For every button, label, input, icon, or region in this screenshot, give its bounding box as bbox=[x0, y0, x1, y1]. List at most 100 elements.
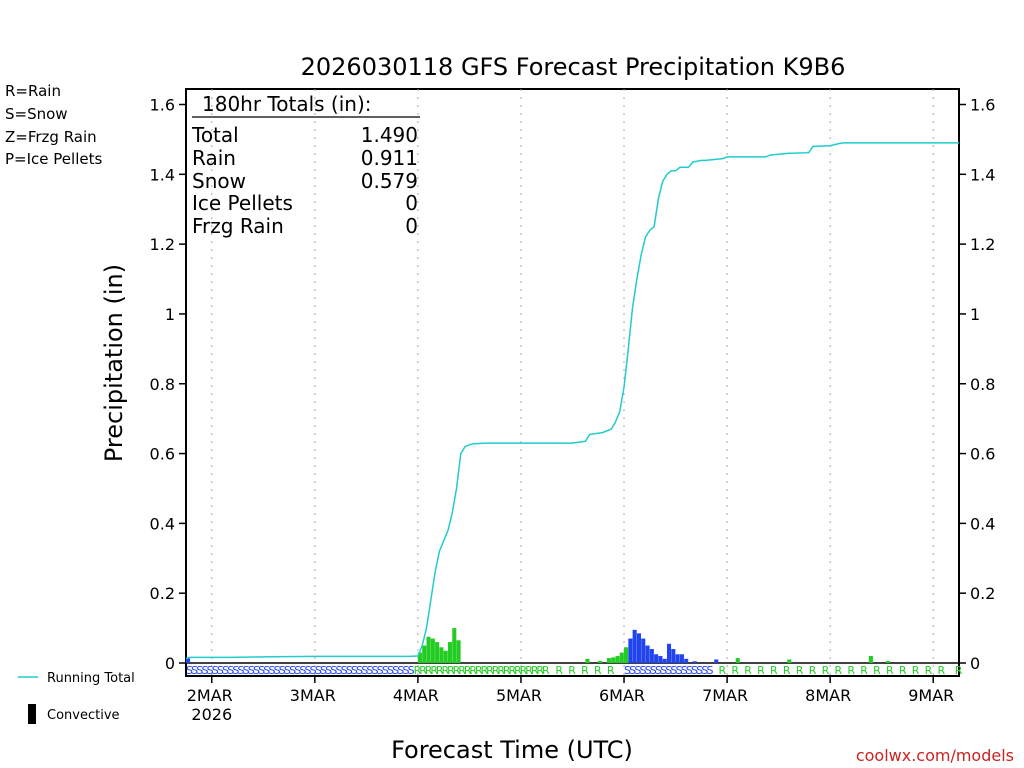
snow-ptype-letter: S bbox=[238, 664, 245, 677]
snow-ptype-letter: S bbox=[263, 664, 270, 677]
snow-ptype-letter: S bbox=[382, 664, 389, 677]
convective-legend-label: Convective bbox=[47, 708, 120, 723]
snow-bar bbox=[632, 629, 637, 663]
running-total-line bbox=[185, 142, 959, 660]
x-tick-label: 6MAR bbox=[599, 686, 645, 705]
snow-bar bbox=[684, 658, 689, 663]
y-tick-label-right: 0.8 bbox=[970, 375, 995, 394]
snow-bar bbox=[714, 659, 719, 663]
rain-bar bbox=[619, 652, 624, 663]
rain-ptype-letter: R bbox=[809, 664, 817, 677]
rain-ptype-letter: R bbox=[464, 664, 472, 677]
y-tick-label-left: 0.6 bbox=[150, 445, 175, 464]
y-tick-label-left: 0.2 bbox=[150, 584, 175, 603]
snow-ptype-letter: S bbox=[696, 664, 703, 677]
rain-ptype-letter: R bbox=[770, 664, 778, 677]
totals-snow-value: 0.579 bbox=[361, 169, 418, 193]
snow-bar bbox=[658, 656, 663, 663]
rain-ptype-letter: R bbox=[419, 664, 427, 677]
snow-ptype-letter: S bbox=[366, 664, 373, 677]
y-tick-label-right: 0 bbox=[970, 654, 980, 673]
snow-ptype-letter: S bbox=[686, 664, 693, 677]
snow-ptype-letter: S bbox=[186, 664, 193, 677]
rain-ptype-letter: R bbox=[453, 664, 461, 677]
precip-bars bbox=[186, 628, 891, 663]
rain-ptype-letter: R bbox=[520, 664, 528, 677]
legend-snow: S=Snow bbox=[5, 105, 68, 123]
rain-ptype-letter: R bbox=[581, 664, 589, 677]
snow-ptype-letter: S bbox=[191, 664, 198, 677]
rain-ptype-letter: R bbox=[475, 664, 483, 677]
rain-ptype-letter: R bbox=[442, 664, 450, 677]
x-tick-label: 8MAR bbox=[805, 686, 851, 705]
legend-rain: R=Rain bbox=[5, 82, 61, 100]
rain-ptype-letter: R bbox=[481, 664, 489, 677]
rain-ptype-letter: R bbox=[536, 664, 544, 677]
snow-bar bbox=[679, 654, 684, 663]
totals-frzg-value: 0 bbox=[405, 214, 418, 238]
rain-ptype-letter: R bbox=[886, 664, 894, 677]
convective-legend-swatch bbox=[28, 704, 36, 724]
y-tick-label-right: 1 bbox=[970, 305, 980, 324]
snow-ptype-letter: S bbox=[408, 664, 415, 677]
totals-snow-label: Snow bbox=[192, 169, 246, 193]
snow-ptype-letter: S bbox=[325, 664, 332, 677]
snow-ptype-letter: S bbox=[629, 664, 636, 677]
rain-ptype-letter: R bbox=[469, 664, 477, 677]
rain-ptype-letter: R bbox=[912, 664, 920, 677]
snow-ptype-letter: S bbox=[253, 664, 260, 677]
rain-bar bbox=[735, 658, 740, 663]
rain-bar bbox=[598, 660, 603, 663]
snow-ptype-letter: S bbox=[706, 664, 713, 677]
rain-ptype-letter: R bbox=[744, 664, 752, 677]
rain-bar bbox=[426, 636, 431, 663]
snow-ptype-letter: S bbox=[351, 664, 358, 677]
snow-ptype-letter: S bbox=[402, 664, 409, 677]
chart-title: 2026030118 GFS Forecast Precipitation K9… bbox=[301, 53, 846, 81]
snow-ptype-letter: S bbox=[299, 664, 306, 677]
y-tick-label-left: 1.6 bbox=[150, 96, 175, 115]
rain-ptype-letter: R bbox=[414, 664, 422, 677]
y-tick-label-left: 0 bbox=[165, 654, 175, 673]
x-tick-label: 3MAR bbox=[290, 686, 336, 705]
snow-bar bbox=[645, 645, 650, 663]
snow-ptype-letter: S bbox=[392, 664, 399, 677]
snow-ptype-letter: S bbox=[650, 664, 657, 677]
snow-ptype-letter: S bbox=[268, 664, 275, 677]
rain-ptype-letter: R bbox=[796, 664, 804, 677]
x-axis-title: Forecast Time (UTC) bbox=[391, 736, 633, 764]
rain-ptype-letter: R bbox=[425, 664, 433, 677]
x-tick-label: 2MAR bbox=[187, 686, 233, 705]
legend-ice-pellets: P=Ice Pellets bbox=[5, 150, 102, 168]
rain-bar bbox=[417, 652, 422, 663]
rain-ptype-letter: R bbox=[719, 664, 727, 677]
snow-bar bbox=[628, 638, 633, 663]
snow-ptype-letter: S bbox=[660, 664, 667, 677]
snow-bar bbox=[654, 654, 659, 663]
rain-ptype-letter: R bbox=[436, 664, 444, 677]
snow-ptype-letter: S bbox=[294, 664, 301, 677]
snow-ptype-letter: S bbox=[310, 664, 317, 677]
y-tick-label-left: 1.2 bbox=[150, 235, 175, 254]
snow-ptype-letter: S bbox=[397, 664, 404, 677]
y-tick-label-right: 0.6 bbox=[970, 445, 995, 464]
snow-ptype-letter: S bbox=[676, 664, 683, 677]
snow-ptype-letter: S bbox=[284, 664, 291, 677]
snow-ptype-letter: S bbox=[701, 664, 708, 677]
totals-rain-value: 0.911 bbox=[361, 146, 418, 170]
totals-box: 180hr Totals (in): Total 1.490 Rain 0.91… bbox=[191, 92, 420, 238]
rain-bar bbox=[615, 656, 620, 663]
rain-ptype-letter: R bbox=[594, 664, 602, 677]
totals-ice-value: 0 bbox=[405, 191, 418, 215]
snow-ptype-letter: S bbox=[387, 664, 394, 677]
rain-ptype-letter: R bbox=[860, 664, 868, 677]
ptype-letters: SSSSSSSSSSSSSSSSSSSSSSSSSSSSSSSSSSSSSSSS… bbox=[186, 664, 963, 677]
rain-ptype-letter: R bbox=[486, 664, 494, 677]
rain-ptype-letter: R bbox=[925, 664, 933, 677]
rain-ptype-letter: R bbox=[492, 664, 500, 677]
plot-frame bbox=[185, 88, 960, 677]
rain-ptype-letter: R bbox=[447, 664, 455, 677]
snow-ptype-letter: S bbox=[196, 664, 203, 677]
